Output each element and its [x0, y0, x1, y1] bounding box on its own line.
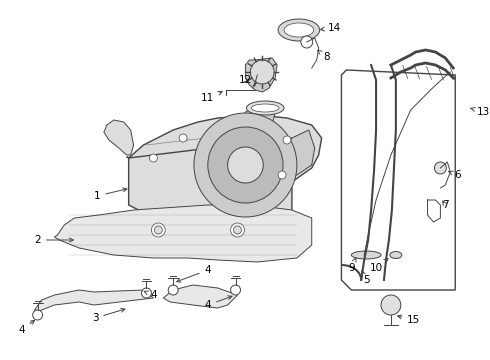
Text: 11: 11	[201, 91, 222, 103]
Polygon shape	[104, 120, 134, 155]
Ellipse shape	[351, 251, 381, 259]
Ellipse shape	[246, 101, 284, 115]
Polygon shape	[163, 285, 238, 308]
Text: 6: 6	[448, 170, 461, 180]
Ellipse shape	[251, 104, 279, 112]
Circle shape	[250, 60, 274, 84]
Ellipse shape	[284, 23, 314, 37]
Circle shape	[234, 226, 242, 234]
Polygon shape	[245, 58, 277, 92]
Polygon shape	[342, 70, 455, 290]
Circle shape	[228, 147, 263, 183]
Text: 1: 1	[94, 188, 127, 201]
Text: 5: 5	[362, 271, 369, 285]
Circle shape	[33, 310, 43, 320]
Polygon shape	[35, 290, 153, 312]
Circle shape	[208, 127, 283, 203]
Polygon shape	[275, 130, 315, 178]
Circle shape	[231, 223, 245, 237]
Text: 7: 7	[442, 200, 449, 210]
Polygon shape	[243, 108, 275, 132]
Text: 8: 8	[318, 50, 330, 62]
Circle shape	[194, 113, 297, 217]
Circle shape	[151, 223, 165, 237]
Circle shape	[168, 285, 178, 295]
Text: 2: 2	[34, 235, 74, 245]
Ellipse shape	[278, 19, 319, 41]
Circle shape	[301, 36, 313, 48]
Circle shape	[179, 134, 187, 142]
Ellipse shape	[390, 252, 402, 258]
Circle shape	[435, 162, 446, 174]
Polygon shape	[129, 138, 292, 228]
Polygon shape	[54, 205, 312, 262]
Circle shape	[154, 226, 162, 234]
Circle shape	[142, 288, 151, 298]
Polygon shape	[127, 115, 321, 193]
Circle shape	[283, 136, 291, 144]
Text: 4: 4	[19, 320, 34, 335]
Text: 4: 4	[204, 296, 232, 310]
Text: 9: 9	[348, 257, 356, 273]
Text: 4: 4	[144, 290, 157, 300]
Text: 13: 13	[471, 107, 490, 117]
Text: 14: 14	[320, 23, 341, 33]
Text: 12: 12	[239, 75, 252, 85]
Text: 10: 10	[369, 258, 388, 273]
Text: 3: 3	[92, 309, 125, 323]
Circle shape	[278, 171, 286, 179]
Text: 15: 15	[397, 315, 420, 325]
Circle shape	[381, 295, 401, 315]
Circle shape	[149, 154, 157, 162]
Circle shape	[231, 285, 241, 295]
Text: 4: 4	[177, 265, 211, 282]
